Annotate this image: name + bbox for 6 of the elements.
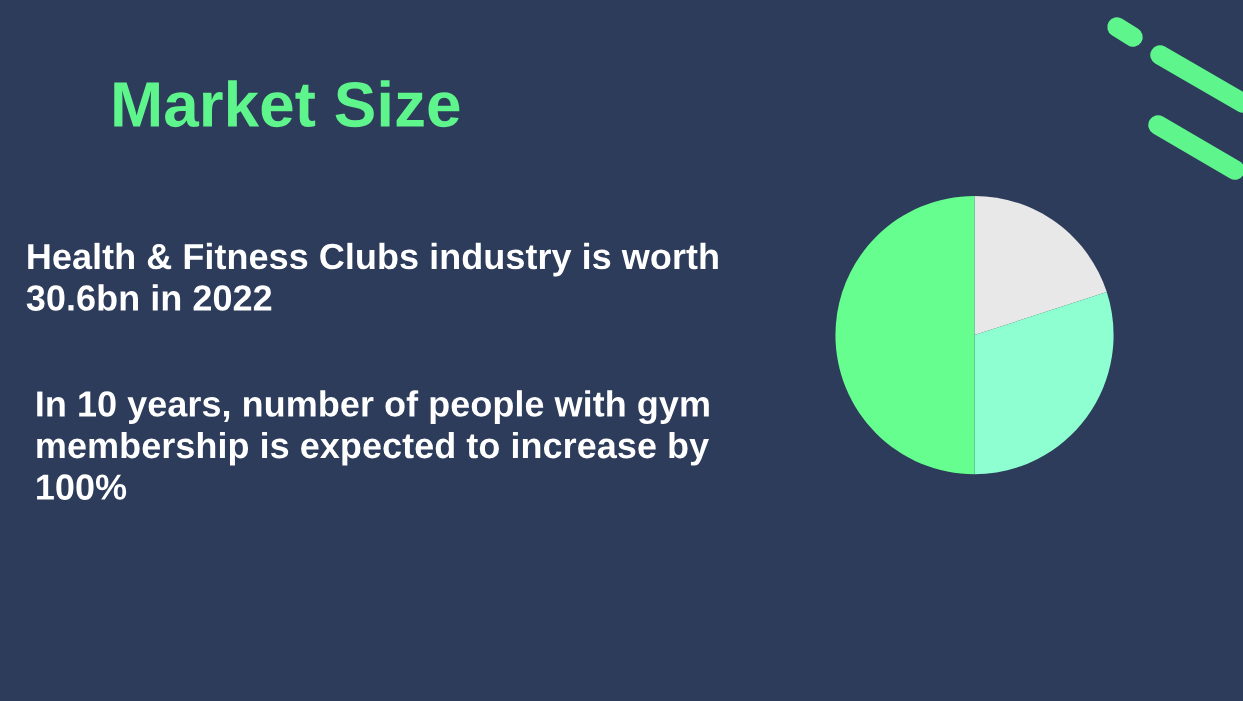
text: Market Size — [114, 80, 460, 128]
text: Health & Fitness Clubs industry is worth 30.6bn in 2022 — [26, 242, 718, 311]
pie-slice — [974, 292, 1114, 475]
pie-slice — [835, 196, 975, 475]
text: In 10 years, number of people with gym membership is expected to increase by 100% — [37, 390, 709, 500]
pie-slice — [974, 196, 1107, 336]
